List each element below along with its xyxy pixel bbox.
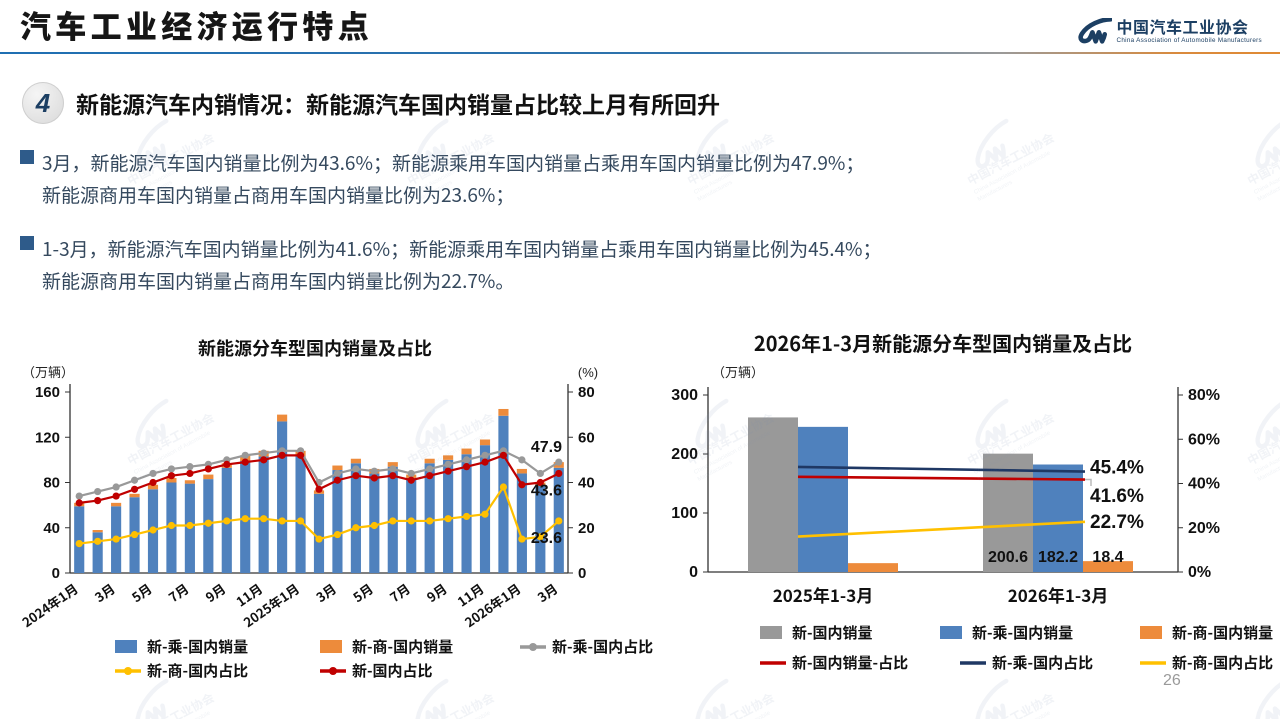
- svg-text:新-乘-国内销量: 新-乘-国内销量: [147, 636, 248, 657]
- svg-text:60: 60: [578, 429, 595, 446]
- svg-text:9月: 9月: [423, 579, 451, 606]
- svg-text:80: 80: [578, 384, 595, 401]
- svg-text:0%: 0%: [1188, 564, 1211, 581]
- svg-text:新-国内销量-占比: 新-国内销量-占比: [792, 652, 908, 673]
- svg-text:22.7%: 22.7%: [1090, 512, 1144, 533]
- svg-text:2026年1-3月: 2026年1-3月: [1008, 582, 1108, 607]
- svg-text:新-乘-国内占比: 新-乘-国内占比: [552, 636, 653, 657]
- svg-text:41.6%: 41.6%: [1090, 486, 1144, 507]
- svg-text:40%: 40%: [1188, 476, 1220, 493]
- svg-text:20: 20: [578, 520, 595, 537]
- svg-text:3月: 3月: [91, 579, 119, 606]
- svg-text:5月: 5月: [349, 579, 377, 606]
- svg-text:11月: 11月: [232, 579, 266, 611]
- svg-text:200: 200: [671, 446, 698, 463]
- svg-text:（万辆）: （万辆）: [712, 362, 764, 381]
- svg-text:新-乘-国内销量: 新-乘-国内销量: [972, 622, 1073, 643]
- svg-text:2024年1月: 2024年1月: [18, 579, 82, 631]
- svg-text:新-乘-国内占比: 新-乘-国内占比: [992, 652, 1093, 673]
- svg-text:新-商-国内占比: 新-商-国内占比: [1172, 652, 1273, 673]
- svg-text:2025年1月: 2025年1月: [239, 579, 303, 631]
- svg-text:9月: 9月: [201, 579, 229, 606]
- svg-text:11月: 11月: [453, 579, 487, 611]
- svg-text:（万辆）: （万辆）: [22, 362, 74, 381]
- svg-text:100: 100: [671, 505, 698, 522]
- svg-text:(%): (%): [578, 365, 598, 380]
- svg-text:200.6: 200.6: [988, 549, 1028, 566]
- svg-text:0: 0: [689, 564, 698, 581]
- svg-text:2025年1-3月: 2025年1-3月: [773, 582, 873, 607]
- svg-text:5月: 5月: [127, 579, 155, 606]
- svg-text:47.9: 47.9: [531, 439, 562, 456]
- svg-text:18.4: 18.4: [1092, 549, 1123, 566]
- svg-text:160: 160: [35, 384, 60, 401]
- svg-text:新能源分车型国内销量及占比: 新能源分车型国内销量及占比: [198, 335, 432, 361]
- svg-text:80: 80: [43, 475, 60, 492]
- svg-text:2026年1月: 2026年1月: [461, 579, 525, 631]
- svg-text:40: 40: [43, 520, 60, 537]
- svg-text:45.4%: 45.4%: [1090, 458, 1144, 479]
- svg-text:7月: 7月: [386, 579, 414, 606]
- svg-text:43.6: 43.6: [531, 482, 562, 499]
- svg-text:60%: 60%: [1188, 431, 1220, 448]
- svg-text:120: 120: [35, 429, 60, 446]
- svg-text:23.6: 23.6: [531, 530, 562, 547]
- svg-text:20%: 20%: [1188, 520, 1220, 537]
- svg-text:新-国内占比: 新-国内占比: [352, 660, 433, 681]
- svg-text:新-国内销量: 新-国内销量: [792, 622, 873, 643]
- svg-text:182.2: 182.2: [1038, 549, 1078, 566]
- svg-text:80%: 80%: [1188, 387, 1220, 404]
- svg-text:新-商-国内销量: 新-商-国内销量: [352, 636, 453, 657]
- svg-text:0: 0: [52, 565, 60, 582]
- svg-text:新-商-国内销量: 新-商-国内销量: [1172, 622, 1273, 643]
- svg-text:300: 300: [671, 387, 698, 404]
- svg-text:3月: 3月: [312, 579, 340, 606]
- svg-text:0: 0: [578, 565, 586, 582]
- svg-text:40: 40: [578, 475, 595, 492]
- svg-text:3月: 3月: [533, 579, 561, 606]
- svg-text:2026年1-3月新能源分车型国内销量及占比: 2026年1-3月新能源分车型国内销量及占比: [754, 328, 1132, 357]
- svg-text:新-商-国内占比: 新-商-国内占比: [147, 660, 248, 681]
- svg-text:7月: 7月: [164, 579, 192, 606]
